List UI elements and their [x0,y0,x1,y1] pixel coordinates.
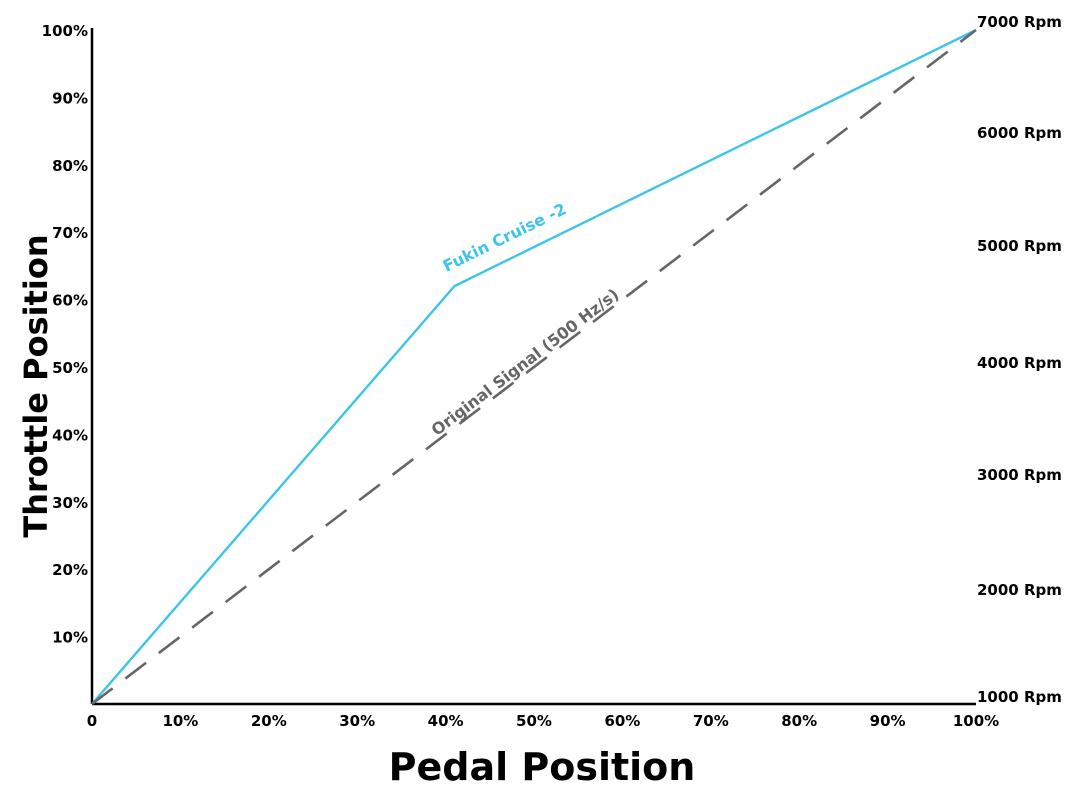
rpm-tick-label: 5000 Rpm [977,237,1062,255]
y-tick-labels: 10% 20% 30% 40% 50% 60% 70% 80% 90% 100% [42,22,88,647]
x-tick-label: 40% [428,712,464,730]
y-tick-label: 90% [52,89,88,107]
x-tick-label: 60% [604,712,640,730]
y-tick-label: 50% [52,359,88,377]
y-tick-label: 30% [52,494,88,512]
series-line-0 [91,28,977,705]
y-tick-label: 20% [52,561,88,579]
rpm-tick-label: 6000 Rpm [977,124,1062,142]
x-tick-label: 80% [781,712,817,730]
x-tick-label: 90% [870,712,906,730]
rpm-tick-label: 1000 Rpm [977,688,1062,706]
x-tick-label: 10% [162,712,198,730]
y-tick-label: 100% [42,22,88,40]
x-tick-label: 70% [693,712,729,730]
y-axis-title: Throttle Position [17,234,55,537]
x-tick-labels: 0 10% 20% 30% 40% 50% 60% 70% 80% 90% 100% [87,712,999,730]
x-tick-label: 30% [339,712,375,730]
rpm-tick-labels: 1000 Rpm 2000 Rpm 3000 Rpm 4000 Rpm 5000 Rpm… [977,13,1062,706]
rpm-tick-label: 4000 Rpm [977,354,1062,372]
y-tick-label: 70% [52,224,88,242]
y-tick-label: 80% [52,157,88,175]
x-tick-label: 100% [953,712,999,730]
series-lines [91,28,977,706]
series-label: Fukin Cruise -2 [440,199,569,275]
rpm-tick-label: 7000 Rpm [977,13,1062,31]
series-label: Original Signal (500 Hz/s) [428,285,623,440]
x-tick-label: 20% [251,712,287,730]
series-labels: Fukin Cruise -2 Original Signal (500 Hz/s… [428,199,623,439]
y-tick-label: 40% [52,426,88,444]
x-axis-title: Pedal Position [389,745,696,789]
series-line-1 [91,28,977,706]
y-tick-label: 60% [52,292,88,310]
rpm-tick-label: 2000 Rpm [977,581,1062,599]
x-tick-label: 50% [516,712,552,730]
x-tick-label: 0 [87,712,97,730]
rpm-tick-label: 3000 Rpm [977,466,1062,484]
y-tick-label: 10% [52,629,88,647]
